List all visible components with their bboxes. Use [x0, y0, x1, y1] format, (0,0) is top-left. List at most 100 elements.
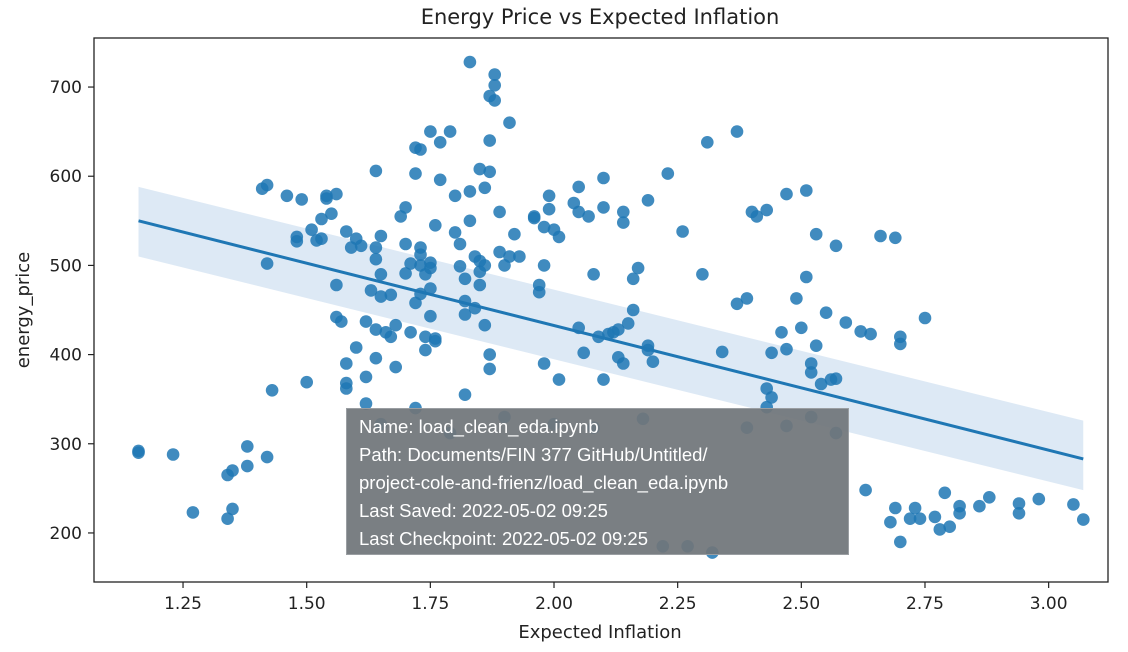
data-point [829, 372, 843, 386]
data-point [414, 143, 427, 156]
data-point [809, 339, 823, 353]
data-point [483, 362, 497, 376]
data-point [226, 502, 239, 516]
data-point [300, 375, 314, 389]
data-point [730, 297, 744, 311]
y-axis: 200 300 400 500 600 700 [50, 78, 94, 544]
data-point [295, 193, 309, 206]
data-point [918, 311, 932, 325]
data-point [340, 225, 353, 238]
y-tick-label: 300 [50, 435, 82, 455]
data-point [537, 220, 551, 234]
data-point [641, 194, 655, 207]
data-point [389, 318, 403, 332]
data-point [265, 384, 279, 397]
data-point [513, 250, 526, 263]
data-point [399, 201, 412, 214]
data-point [359, 397, 373, 410]
data-point [730, 125, 744, 138]
data-point [493, 245, 506, 259]
tooltip-path: Path: Documents/FIN 377 GitHub/Untitled/ [359, 444, 708, 465]
y-tick-label: 600 [50, 167, 82, 187]
data-point [829, 239, 843, 253]
data-point [305, 223, 318, 236]
data-point [369, 164, 383, 178]
data-point [404, 257, 417, 270]
scatter-points [132, 55, 1090, 559]
data-point [894, 337, 907, 351]
data-point [1067, 498, 1080, 511]
data-point [631, 261, 645, 275]
data-point [443, 125, 457, 138]
data-point [448, 226, 462, 239]
data-point [315, 212, 328, 226]
data-point [750, 210, 764, 223]
data-point [483, 165, 497, 179]
data-point [419, 343, 432, 357]
data-point [374, 229, 388, 243]
data-point [795, 321, 808, 335]
x-tick-label: 2.00 [535, 594, 573, 614]
data-point [676, 225, 689, 238]
data-point [617, 216, 630, 229]
data-point [765, 346, 778, 360]
tooltip-last-checkpoint: Last Checkpoint: 2022-05-02 09:25 [359, 528, 649, 549]
data-point [646, 355, 660, 369]
data-point [260, 450, 274, 464]
data-point [874, 229, 887, 243]
data-point [814, 377, 828, 391]
data-point [537, 259, 551, 272]
data-point [330, 187, 343, 201]
data-point [537, 357, 551, 370]
data-point [349, 341, 363, 354]
data-point [983, 491, 996, 504]
data-point [359, 315, 373, 328]
x-tick-label: 1.25 [164, 594, 202, 614]
x-axis-title: Expected Inflation [518, 622, 681, 643]
data-point [839, 316, 853, 329]
data-point [369, 252, 383, 266]
data-point [369, 323, 383, 336]
data-point [903, 512, 917, 525]
data-point [221, 512, 234, 525]
x-tick-label: 3.00 [1030, 594, 1068, 614]
data-point [617, 357, 630, 370]
data-point [740, 292, 754, 305]
y-tick-label: 500 [50, 256, 82, 276]
data-point [780, 187, 793, 201]
data-point [241, 459, 254, 473]
data-point [478, 181, 492, 195]
data-point [582, 210, 595, 223]
data-point [493, 205, 506, 219]
data-point [260, 257, 274, 270]
data-point [532, 278, 546, 292]
data-point [577, 346, 590, 360]
data-point [503, 116, 516, 129]
data-point [597, 373, 610, 386]
data-point [626, 303, 640, 317]
data-point [928, 510, 942, 524]
data-point [804, 366, 818, 379]
data-point [448, 189, 462, 203]
y-tick-label: 400 [50, 346, 82, 366]
data-point [800, 184, 813, 197]
data-point [894, 535, 907, 549]
data-point [889, 501, 902, 515]
data-point [384, 288, 398, 302]
data-point [315, 232, 328, 245]
data-point [463, 214, 477, 228]
data-point [325, 207, 338, 220]
data-point [804, 357, 818, 370]
data-point [552, 373, 566, 386]
data-point [597, 171, 610, 185]
data-point [424, 282, 437, 295]
data-point [889, 231, 902, 245]
data-point [508, 227, 521, 241]
data-point [429, 219, 442, 232]
data-point [473, 162, 487, 176]
data-point [414, 241, 427, 254]
x-tick-label: 1.50 [288, 594, 326, 614]
data-point [186, 506, 200, 519]
data-point [424, 309, 437, 323]
data-point [612, 323, 625, 336]
